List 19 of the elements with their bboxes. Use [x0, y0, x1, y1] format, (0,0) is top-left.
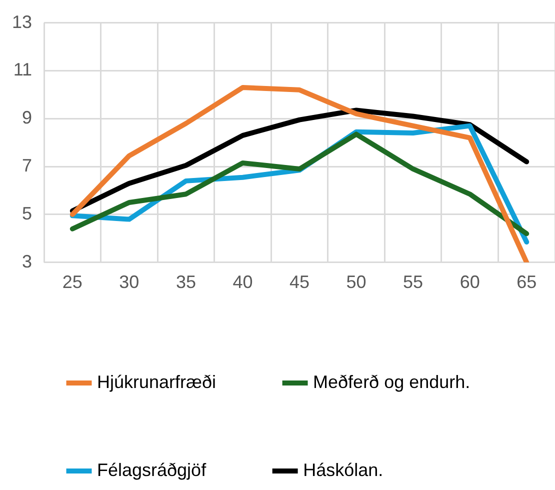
legend-label: Hjúkrunarfræði	[97, 372, 216, 392]
legend-label: Háskólan.	[303, 460, 384, 480]
x-tick-label: 40	[232, 272, 253, 292]
x-tick-label: 55	[403, 272, 424, 292]
y-tick-label: 5	[22, 203, 32, 224]
legend-label: Félagsráðgjöf	[97, 460, 208, 480]
x-tick-label: 45	[289, 272, 310, 292]
y-tick-label: 11	[13, 60, 32, 80]
x-tick-label: 30	[119, 272, 140, 292]
x-tick-label: 25	[62, 272, 82, 292]
x-tick-label: 50	[346, 272, 366, 292]
y-tick-label: 13	[12, 12, 32, 32]
y-tick-label: 7	[22, 156, 32, 176]
y-tick-label: 3	[22, 251, 32, 272]
x-tick-label: 65	[516, 272, 537, 292]
y-tick-label: 9	[22, 108, 32, 128]
x-tick-label: 60	[460, 272, 480, 292]
legend-label: Meðferð og endurh.	[313, 372, 470, 392]
x-tick-label: 35	[176, 272, 196, 292]
